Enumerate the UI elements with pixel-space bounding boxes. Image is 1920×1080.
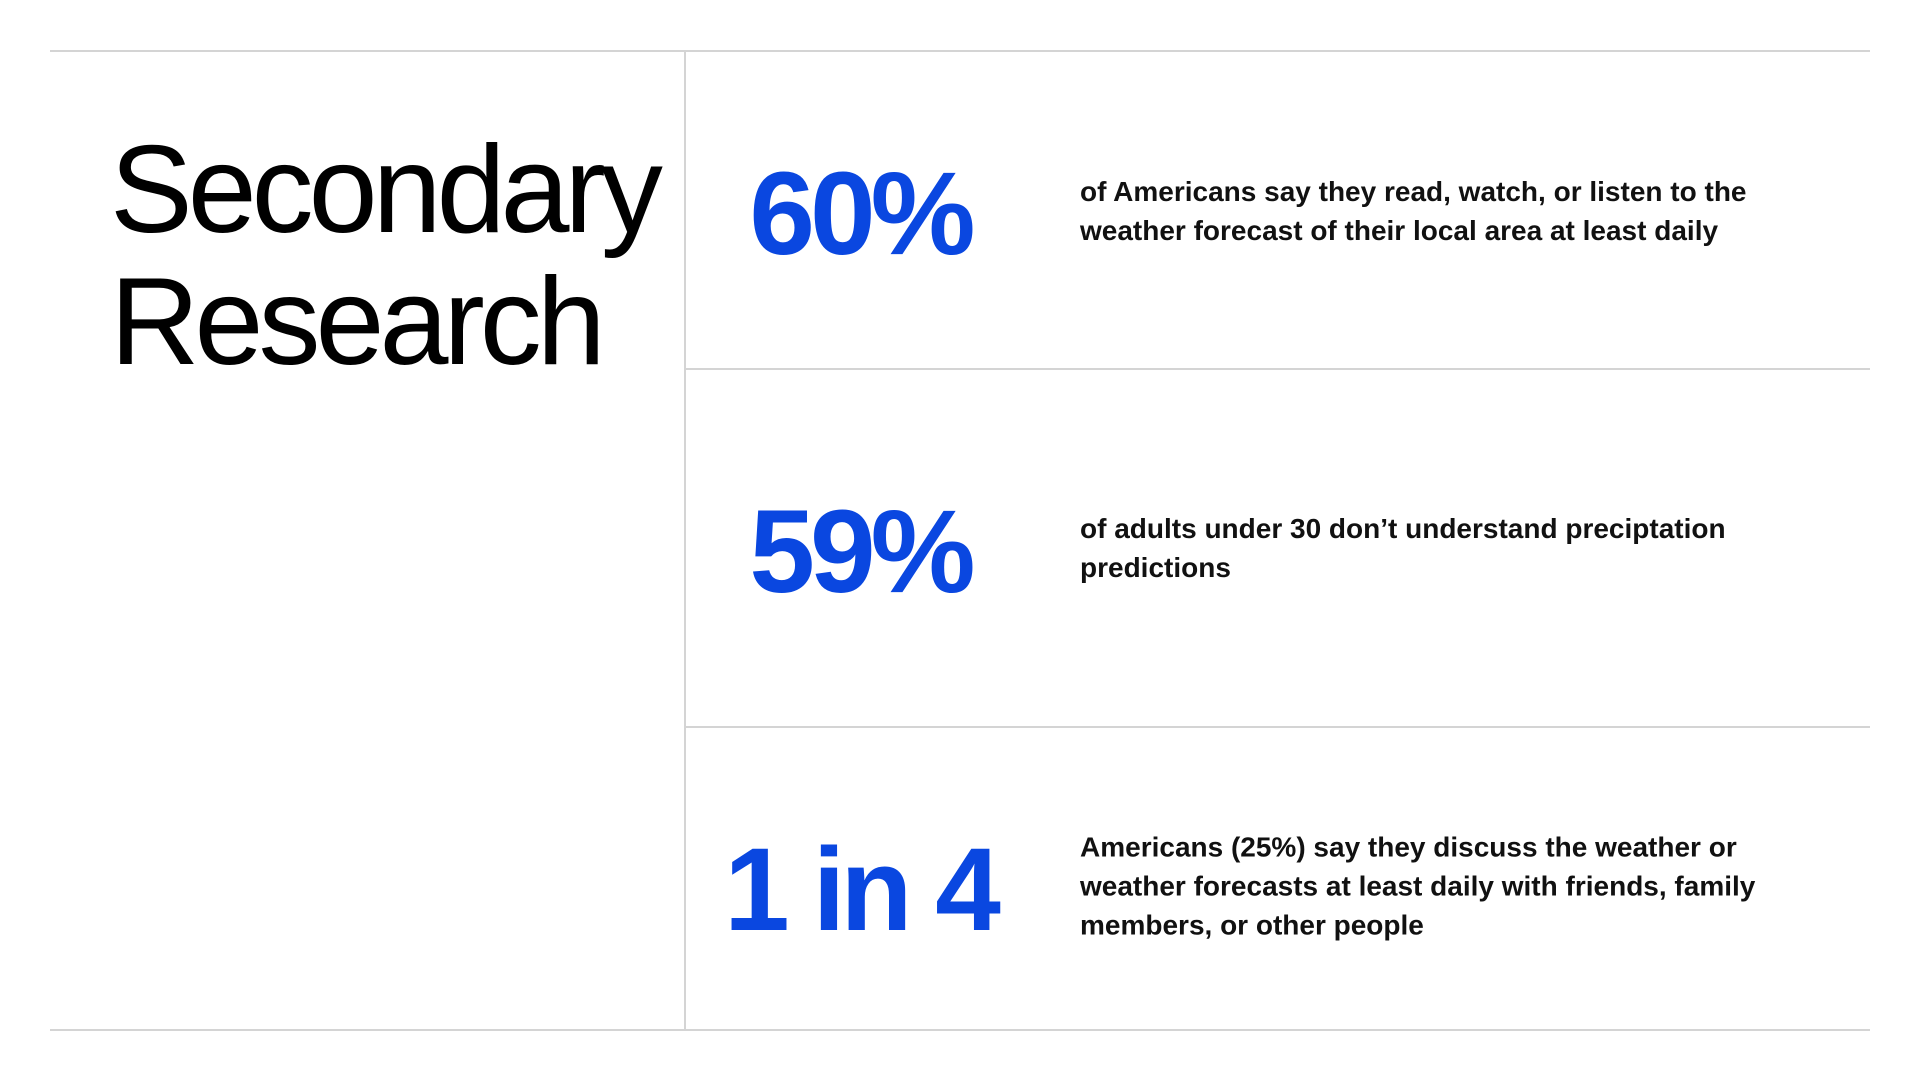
stat-text: Americans (25%) say they discuss the wea… <box>1080 831 1756 941</box>
stat-text: of Americans say they read, watch, or li… <box>1080 176 1747 246</box>
row-divider <box>685 368 1870 370</box>
bottom-rule <box>50 1029 1870 1031</box>
top-rule <box>50 50 1870 52</box>
title-line: Secondary <box>110 121 663 259</box>
column-divider <box>684 50 686 1030</box>
row-divider <box>685 726 1870 728</box>
stat-figure: 1 in 4 <box>724 824 1001 956</box>
title-line: Research <box>110 253 606 391</box>
stat-text: of adults under 30 don’t understand prec… <box>1080 513 1726 583</box>
stat-figure: 60% <box>749 148 975 280</box>
stat-figure: 59% <box>749 486 975 618</box>
